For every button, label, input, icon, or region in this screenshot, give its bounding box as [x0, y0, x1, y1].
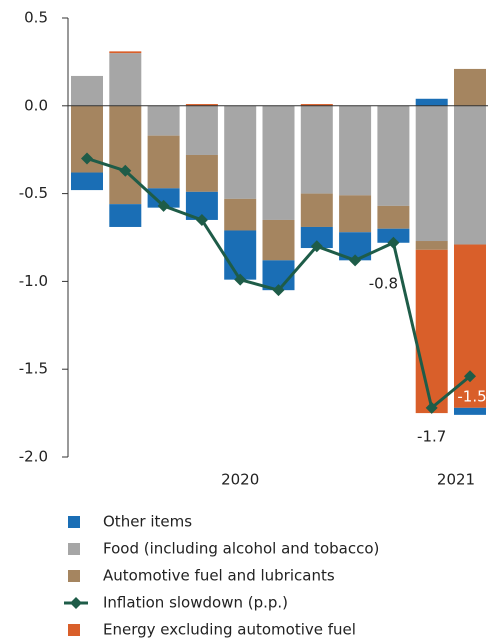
x-tick-label: 2021: [437, 471, 475, 489]
bar-segment: [262, 105, 295, 220]
y-tick-label: -2.0: [19, 448, 48, 466]
data-label: -0.8: [369, 274, 398, 292]
legend-label: Inflation slowdown (p.p.): [103, 594, 288, 612]
legend-label: Other items: [103, 513, 192, 531]
legend-swatch: [68, 516, 80, 528]
line-marker: [310, 240, 323, 253]
bar-segment: [147, 135, 180, 189]
line-marker: [195, 213, 208, 226]
bar-segment: [185, 105, 218, 155]
line-marker: [234, 273, 247, 286]
bar-segment: [300, 226, 333, 249]
data-label: -1.5: [457, 388, 486, 406]
legend-label: Food (including alcohol and tobacco): [103, 540, 379, 558]
line-marker: [272, 284, 285, 297]
line-marker: [387, 236, 400, 249]
line-marker: [464, 370, 476, 383]
bar-segment: [339, 195, 372, 233]
bar-segment: [109, 53, 142, 106]
bar-segment: [71, 75, 103, 106]
bar-segment: [71, 172, 103, 191]
legend-label: Energy excluding automotive fuel: [103, 621, 356, 639]
bar-segment: [454, 105, 486, 245]
bar-segment: [224, 230, 257, 280]
y-tick-label: -0.5: [19, 184, 48, 202]
legend-marker: [70, 597, 82, 609]
bar-segment: [415, 241, 448, 250]
bar-segment: [377, 205, 410, 229]
bar-segment: [454, 68, 486, 106]
bar-segment: [300, 104, 333, 106]
line-marker: [425, 401, 438, 414]
bar-segment: [377, 228, 410, 243]
bar-segment: [415, 98, 448, 106]
bar-segment: [109, 51, 142, 54]
bar-segment: [147, 105, 180, 136]
line-marker: [81, 152, 93, 165]
bar-segment: [147, 188, 180, 208]
y-tick-label: -1.5: [19, 360, 48, 378]
bar-segment: [415, 249, 448, 414]
legend-swatch: [68, 543, 80, 555]
bar-segment: [415, 105, 448, 242]
y-tick-label: 0.0: [24, 96, 48, 114]
bar-segment: [109, 204, 142, 227]
bar-segment: [339, 105, 372, 196]
bar-segment: [454, 407, 486, 415]
y-tick-label: -1.0: [19, 272, 48, 290]
legend-swatch: [68, 624, 80, 636]
bar-segment: [300, 105, 333, 194]
y-tick-label: 0.5: [24, 9, 48, 27]
bar-segment: [262, 219, 295, 261]
x-tick-label: 2020: [221, 471, 259, 489]
bar-segment: [300, 193, 333, 227]
bar-segment: [454, 244, 486, 408]
data-label: -1.7: [417, 427, 446, 445]
line-marker: [157, 199, 170, 212]
bar-segment: [185, 104, 218, 106]
bar-segment: [377, 105, 410, 206]
bar-segment: [109, 105, 142, 205]
legend-swatch: [68, 570, 80, 582]
bar-segment: [185, 154, 218, 192]
line-marker: [349, 254, 362, 267]
legend-label: Automotive fuel and lubricants: [103, 567, 335, 585]
bar-segment: [224, 105, 257, 199]
bar-segment: [224, 198, 257, 231]
line-marker: [119, 164, 132, 177]
